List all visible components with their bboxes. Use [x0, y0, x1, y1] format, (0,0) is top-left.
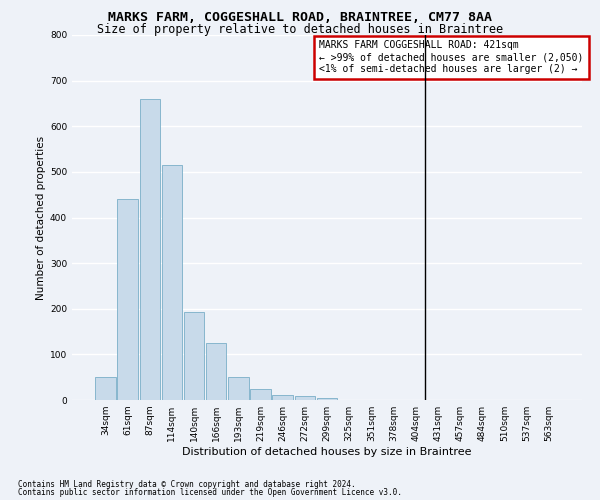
Bar — [161, 165, 182, 400]
Text: Size of property relative to detached houses in Braintree: Size of property relative to detached ho… — [97, 22, 503, 36]
Bar — [118, 199, 138, 400]
Bar — [295, 396, 315, 400]
Text: Contains HM Land Registry data © Crown copyright and database right 2024.: Contains HM Land Registry data © Crown c… — [18, 480, 356, 489]
X-axis label: Distribution of detached houses by size in Braintree: Distribution of detached houses by size … — [182, 447, 472, 457]
Bar — [272, 396, 293, 400]
Text: Contains public sector information licensed under the Open Government Licence v3: Contains public sector information licen… — [18, 488, 402, 497]
Bar — [184, 312, 204, 400]
Text: MARKS FARM, COGGESHALL ROAD, BRAINTREE, CM77 8AA: MARKS FARM, COGGESHALL ROAD, BRAINTREE, … — [108, 11, 492, 24]
Y-axis label: Number of detached properties: Number of detached properties — [36, 136, 46, 300]
Bar — [317, 398, 337, 400]
Bar — [206, 343, 226, 400]
Bar — [95, 377, 116, 400]
Bar — [228, 377, 248, 400]
Text: MARKS FARM COGGESHALL ROAD: 421sqm
← >99% of detached houses are smaller (2,050): MARKS FARM COGGESHALL ROAD: 421sqm ← >99… — [319, 40, 584, 74]
Bar — [140, 99, 160, 400]
Bar — [250, 388, 271, 400]
